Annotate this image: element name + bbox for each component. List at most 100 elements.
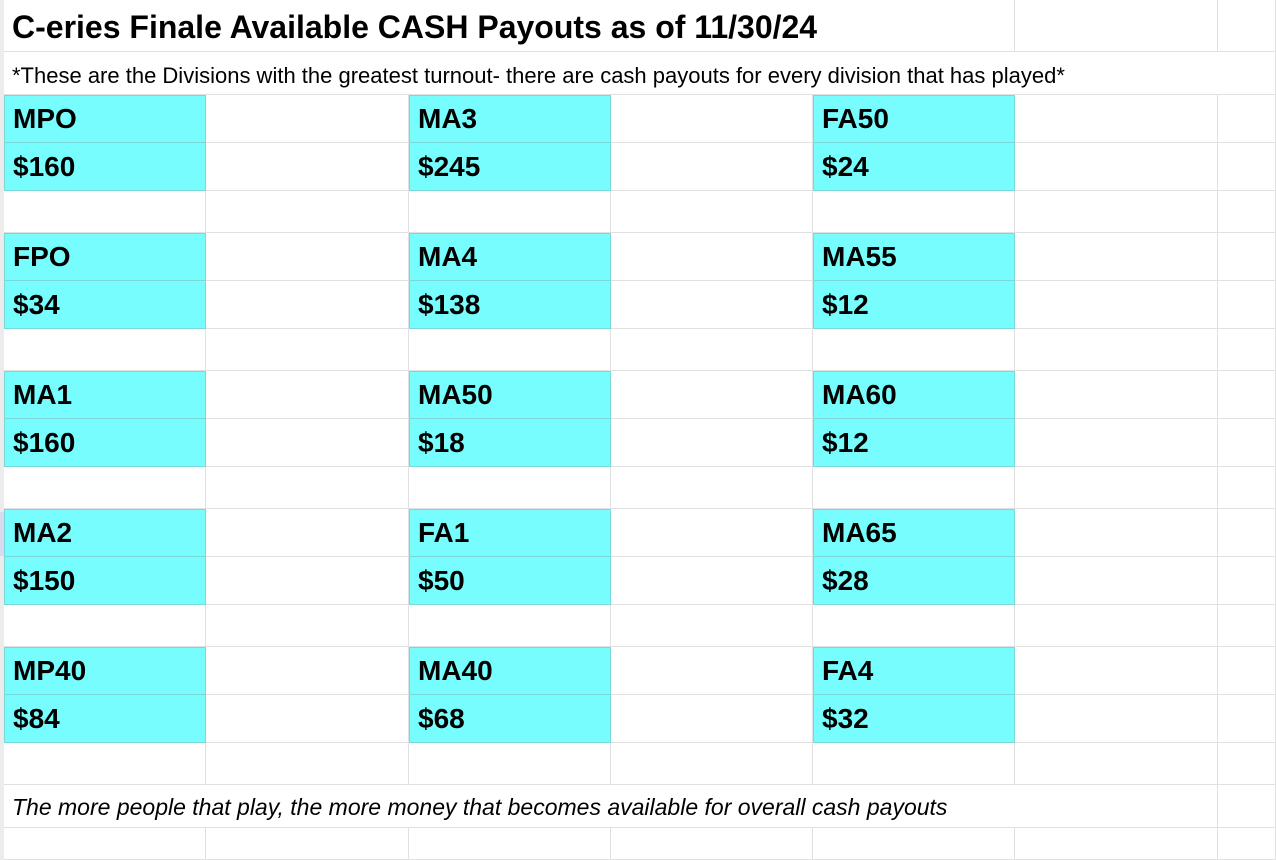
grid-cell[interactable] [1218, 419, 1276, 467]
division-payout-amount-cell[interactable] [4, 143, 206, 191]
grid-cell[interactable] [1218, 143, 1276, 191]
grid-cell[interactable] [813, 329, 1015, 371]
division-label-cell[interactable] [4, 371, 206, 419]
grid-cell[interactable] [1015, 785, 1218, 828]
grid-cell[interactable] [611, 695, 813, 743]
division-payout-amount-cell[interactable] [813, 143, 1015, 191]
grid-cell[interactable] [813, 467, 1015, 509]
grid-cell[interactable] [611, 329, 813, 371]
division-label-cell[interactable] [409, 647, 611, 695]
grid-cell[interactable] [1015, 467, 1218, 509]
division-payout-amount-cell[interactable] [4, 557, 206, 605]
grid-cell[interactable] [611, 371, 813, 419]
division-label-cell[interactable] [4, 95, 206, 143]
grid-cell[interactable] [611, 557, 813, 605]
grid-cell[interactable] [1218, 371, 1276, 419]
grid-cell[interactable] [611, 467, 813, 509]
division-payout-amount-cell[interactable] [409, 143, 611, 191]
grid-cell[interactable] [206, 743, 409, 785]
grid-cell[interactable] [4, 467, 206, 509]
grid-cell[interactable] [1015, 191, 1218, 233]
grid-cell[interactable] [206, 647, 409, 695]
grid-cell[interactable] [206, 329, 409, 371]
grid-cell[interactable] [611, 828, 813, 860]
division-label-cell[interactable] [813, 233, 1015, 281]
grid-cell[interactable] [1015, 233, 1218, 281]
division-label-cell[interactable] [4, 509, 206, 557]
grid-cell[interactable] [1015, 695, 1218, 743]
grid-cell[interactable] [1015, 647, 1218, 695]
division-label-cell[interactable] [409, 233, 611, 281]
grid-cell[interactable] [1015, 0, 1218, 52]
grid-cell[interactable] [1218, 828, 1276, 860]
grid-cell[interactable] [611, 647, 813, 695]
division-payout-amount-cell[interactable] [813, 281, 1015, 329]
grid-cell[interactable] [611, 233, 813, 281]
division-label-cell[interactable] [409, 371, 611, 419]
grid-cell[interactable] [611, 743, 813, 785]
grid-cell[interactable] [206, 95, 409, 143]
grid-cell[interactable] [409, 191, 611, 233]
division-payout-amount-cell[interactable] [4, 419, 206, 467]
grid-cell[interactable] [813, 605, 1015, 647]
grid-cell[interactable] [4, 785, 206, 828]
grid-cell[interactable] [1218, 509, 1276, 557]
division-payout-amount-cell[interactable] [4, 281, 206, 329]
grid-cell[interactable] [206, 233, 409, 281]
grid-cell[interactable] [1218, 695, 1276, 743]
grid-cell[interactable] [206, 371, 409, 419]
division-payout-amount-cell[interactable] [409, 695, 611, 743]
grid-cell[interactable] [1015, 743, 1218, 785]
grid-cell[interactable] [1218, 605, 1276, 647]
division-payout-amount-cell[interactable] [409, 419, 611, 467]
grid-cell[interactable] [1015, 509, 1218, 557]
grid-cell[interactable] [206, 828, 409, 860]
grid-cell[interactable] [4, 743, 206, 785]
grid-cell[interactable] [813, 828, 1015, 860]
grid-cell[interactable] [409, 0, 611, 52]
grid-cell[interactable] [1218, 191, 1276, 233]
division-payout-amount-cell[interactable] [4, 695, 206, 743]
grid-cell[interactable] [1015, 281, 1218, 329]
grid-cell[interactable] [4, 0, 206, 52]
grid-cell[interactable] [1218, 52, 1276, 95]
grid-cell[interactable] [1218, 467, 1276, 509]
grid-cell[interactable] [611, 281, 813, 329]
grid-cell[interactable] [206, 52, 409, 95]
grid-cell[interactable] [813, 785, 1015, 828]
division-label-cell[interactable] [813, 371, 1015, 419]
grid-cell[interactable] [206, 605, 409, 647]
grid-cell[interactable] [1015, 828, 1218, 860]
grid-cell[interactable] [1218, 785, 1276, 828]
grid-cell[interactable] [206, 467, 409, 509]
grid-cell[interactable] [1218, 647, 1276, 695]
division-label-cell[interactable] [4, 647, 206, 695]
grid-cell[interactable] [611, 95, 813, 143]
division-payout-amount-cell[interactable] [813, 557, 1015, 605]
sheet-title[interactable]: C-eries Finale Available CASH Payouts as… [12, 9, 818, 45]
grid-cell[interactable] [206, 785, 409, 828]
grid-cell[interactable] [409, 52, 611, 95]
grid-cell[interactable] [206, 0, 409, 52]
division-label-cell[interactable] [813, 509, 1015, 557]
grid-cell[interactable] [611, 52, 813, 95]
grid-cell[interactable] [4, 605, 206, 647]
grid-cell[interactable] [206, 419, 409, 467]
grid-cell[interactable] [1218, 233, 1276, 281]
grid-cell[interactable] [409, 743, 611, 785]
grid-cell[interactable] [1218, 329, 1276, 371]
grid-cell[interactable] [813, 0, 1015, 52]
grid-cell[interactable] [206, 695, 409, 743]
grid-cell[interactable] [1015, 143, 1218, 191]
grid-cell[interactable] [206, 191, 409, 233]
grid-cell[interactable] [1015, 329, 1218, 371]
division-payout-amount-cell[interactable] [409, 281, 611, 329]
grid-cell[interactable] [611, 605, 813, 647]
grid-cell[interactable] [1015, 605, 1218, 647]
grid-cell[interactable] [1218, 0, 1276, 52]
grid-cell[interactable] [409, 467, 611, 509]
grid-cell[interactable] [1218, 95, 1276, 143]
division-label-cell[interactable] [409, 95, 611, 143]
sheet-subtitle[interactable]: *These are the Divisions with the greate… [12, 63, 1065, 88]
grid-cell[interactable] [1015, 95, 1218, 143]
